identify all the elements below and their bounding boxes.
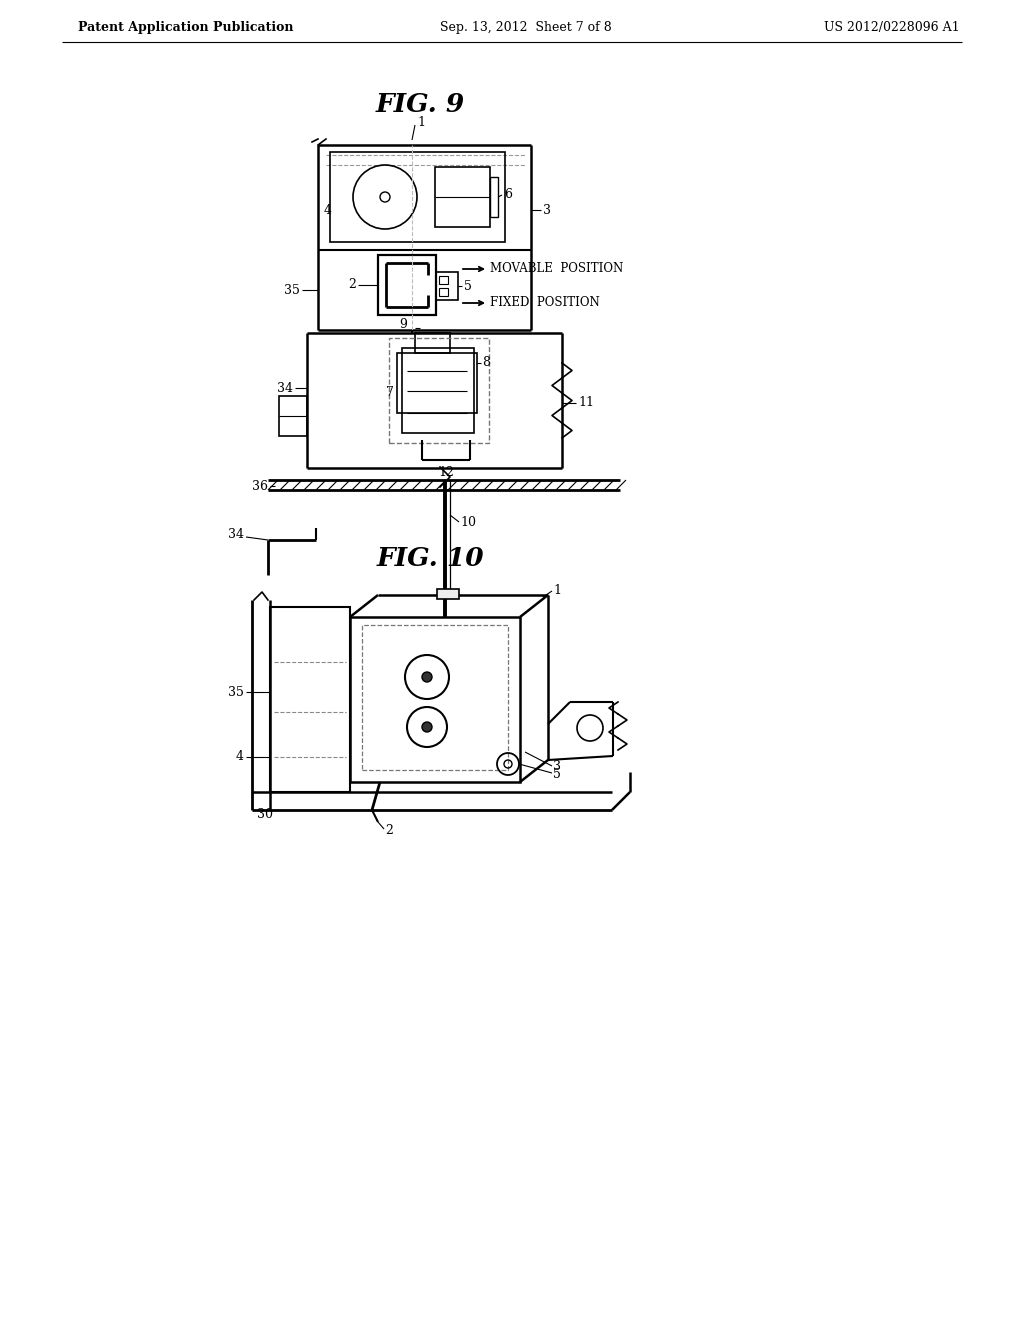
Text: 35: 35	[228, 685, 244, 698]
Text: 1: 1	[553, 583, 561, 597]
Text: 5: 5	[464, 280, 472, 293]
Text: 6: 6	[504, 189, 512, 202]
Text: 35: 35	[284, 284, 300, 297]
Text: 2: 2	[385, 824, 393, 837]
Text: 3: 3	[543, 203, 551, 216]
Circle shape	[422, 672, 432, 682]
Circle shape	[422, 722, 432, 733]
Bar	[415, 333, 450, 352]
Text: Sep. 13, 2012  Sheet 7 of 8: Sep. 13, 2012 Sheet 7 of 8	[440, 21, 611, 33]
Bar	[439, 288, 449, 296]
Text: 30: 30	[257, 808, 273, 821]
Text: 34: 34	[228, 528, 244, 541]
Bar	[439, 276, 449, 284]
Bar	[437, 589, 459, 599]
Circle shape	[380, 191, 390, 202]
Text: 10: 10	[460, 516, 476, 529]
Text: 4: 4	[324, 203, 332, 216]
Text: 4: 4	[236, 751, 244, 763]
Text: 36: 36	[252, 479, 268, 492]
Text: 9: 9	[399, 318, 407, 331]
Text: 5: 5	[553, 767, 561, 780]
Bar	[389, 338, 489, 444]
Text: FIG. 9: FIG. 9	[376, 92, 465, 117]
Bar	[270, 607, 350, 792]
Bar	[362, 624, 508, 770]
Text: 11: 11	[578, 396, 594, 409]
Bar	[330, 152, 505, 242]
Text: Patent Application Publication: Patent Application Publication	[78, 21, 294, 33]
Text: 34: 34	[278, 381, 293, 395]
Bar	[279, 396, 307, 436]
Bar	[436, 272, 458, 300]
Text: 7: 7	[386, 387, 394, 400]
Bar	[397, 352, 477, 413]
Bar	[402, 348, 474, 433]
Text: 3: 3	[553, 760, 561, 774]
Text: FIG. 10: FIG. 10	[376, 545, 483, 570]
Bar	[435, 168, 490, 227]
Text: 2: 2	[348, 279, 356, 292]
Text: 8: 8	[482, 356, 490, 370]
Text: MOVABLE  POSITION: MOVABLE POSITION	[490, 263, 624, 276]
Text: 12: 12	[438, 466, 454, 479]
Bar	[490, 177, 498, 216]
Bar	[378, 255, 436, 315]
Text: 1: 1	[417, 116, 425, 129]
Text: US 2012/0228096 A1: US 2012/0228096 A1	[824, 21, 961, 33]
Text: FIXED  POSITION: FIXED POSITION	[490, 297, 600, 309]
Bar	[350, 616, 520, 781]
